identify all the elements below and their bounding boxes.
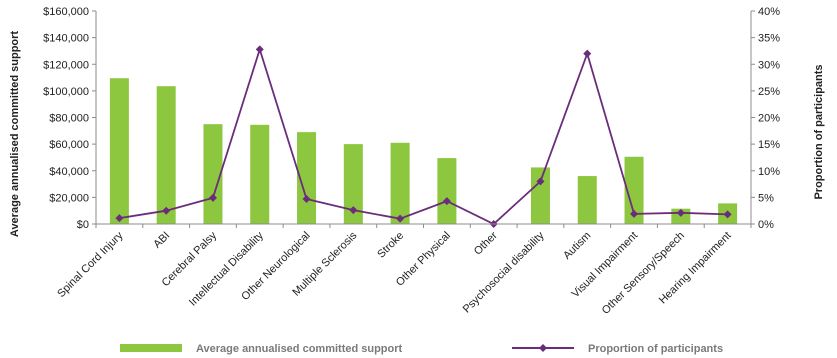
category-label: ABI: [151, 230, 172, 251]
bar: [297, 132, 317, 224]
left-tick-label: $60,000: [49, 139, 89, 151]
right-axis-title: Proportion of participants: [813, 64, 825, 199]
category-label: Autism: [561, 230, 593, 262]
legend-line-label: Proportion of participants: [588, 343, 723, 355]
right-tick-label: 30%: [758, 59, 780, 71]
line-marker: [396, 214, 405, 223]
legend-bar-label: Average annualised committed support: [196, 343, 403, 355]
right-tick-label: 40%: [758, 6, 780, 18]
bar: [390, 142, 410, 224]
line-marker: [676, 208, 685, 217]
bar: [156, 86, 176, 224]
bar: [530, 167, 550, 224]
left-tick-label: $160,000: [43, 6, 89, 18]
axes-layer: [92, 10, 755, 228]
category-label: Other Sensory/Speech: [600, 230, 687, 317]
right-tick-label: 5%: [758, 192, 774, 204]
right-tick-label: 10%: [758, 166, 780, 178]
line-marker: [115, 214, 124, 223]
right-tick-label: 25%: [758, 86, 780, 98]
right-tick-label: 20%: [758, 113, 780, 125]
left-tick-label: $120,000: [43, 59, 89, 71]
bar: [250, 124, 270, 224]
category-label: Psychosocial disability: [461, 229, 547, 315]
right-tick-label: 35%: [758, 33, 780, 45]
bar: [109, 78, 129, 224]
labels-layer: $0 $20,000 $40,000 $60,000 $80,000 $100,000 $1…: [43, 6, 780, 317]
bars-layer: [109, 78, 738, 225]
line-marker: [536, 177, 545, 186]
bar: [624, 156, 644, 224]
line-marker: [302, 194, 311, 203]
legend-line-marker: [539, 344, 547, 352]
left-tick-label: $100,000: [43, 86, 89, 98]
line-marker: [208, 193, 217, 202]
line-marker: [723, 210, 732, 219]
line-marker: [162, 206, 171, 215]
left-axis-title: Average annualised committed support: [9, 31, 21, 238]
line-marker: [442, 197, 451, 206]
bar: [343, 144, 363, 225]
proportion-line: [119, 46, 728, 226]
left-tick-label: $0: [77, 219, 89, 231]
bar: [437, 158, 457, 224]
right-tick-label: 0%: [758, 219, 774, 231]
left-tick-label: $20,000: [49, 192, 89, 204]
line-marker: [349, 206, 358, 215]
left-tick-label: $140,000: [43, 33, 89, 45]
left-tick-label: $80,000: [49, 113, 89, 125]
category-label: Other: [472, 229, 500, 257]
left-tick-label: $40,000: [49, 166, 89, 178]
line-marker: [630, 209, 639, 218]
line-marker: [255, 45, 264, 54]
category-label: Spinal Cord Injury: [55, 229, 126, 300]
right-tick-label: 15%: [758, 139, 780, 151]
legend: Average annualised committed support Pro…: [120, 343, 723, 355]
legend-bar-swatch: [120, 344, 182, 352]
line-marker: [583, 49, 592, 58]
bar: [577, 176, 597, 224]
category-label: Stroke: [375, 230, 406, 261]
